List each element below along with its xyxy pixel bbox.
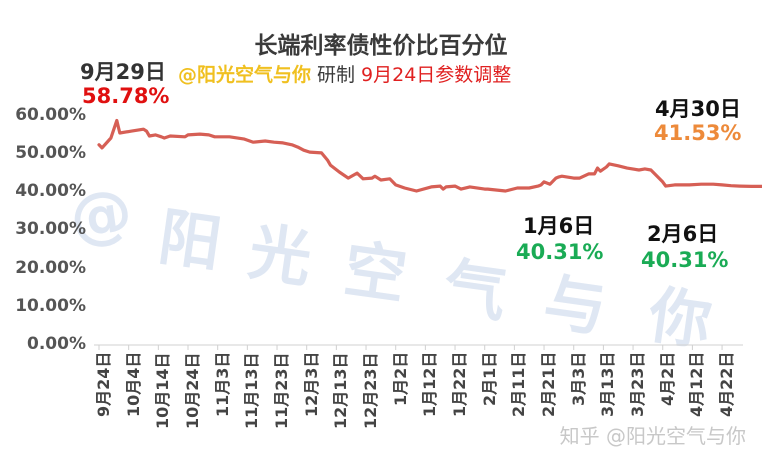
y-tick-label: 50.00% — [15, 143, 86, 163]
x-tick-label: 12月23日 — [361, 352, 381, 429]
x-tick-label: 4月12日 — [687, 352, 707, 418]
x-tick-label: 4月22日 — [717, 352, 737, 418]
x-tick-label: 3月13日 — [598, 352, 618, 418]
x-tick-label: 1月22日 — [450, 352, 470, 418]
x-tick-label: 9月24日 — [94, 352, 113, 418]
annotation-apr30-value: 41.53% — [654, 121, 742, 145]
x-tick-label: 10月24日 — [183, 352, 202, 429]
made-label: 研制 — [317, 64, 356, 86]
annotation-feb6-date: 2月6日 — [647, 222, 719, 246]
x-tick-label: 3月3日 — [568, 352, 588, 407]
x-tick-label: 12月13日 — [331, 352, 351, 429]
x-tick-label: 11月23日 — [272, 352, 292, 429]
annotation-sep29-date: 9月29日 — [80, 60, 166, 84]
parameter-note: 9月24日参数调整 — [361, 64, 512, 86]
y-tick-label: 40.00% — [15, 181, 86, 202]
x-tick-label: 1月2日 — [390, 352, 410, 407]
x-tick-label: 10月4日 — [123, 352, 143, 418]
x-tick-label: 2月1日 — [479, 352, 499, 407]
annotation-jan6-value: 40.31% — [516, 240, 604, 264]
author-credit: @阳光空气与你 — [178, 64, 312, 86]
x-tick-label: 2月11日 — [509, 352, 529, 418]
y-tick-label: 20.00% — [15, 257, 86, 278]
x-tick-label: 2月21日 — [539, 352, 559, 418]
x-tick-label: 1月12日 — [420, 352, 440, 418]
x-tick-label: 11月3日 — [212, 352, 232, 418]
x-tick-label: 11月13日 — [242, 352, 262, 429]
x-tick-label: 4月2日 — [657, 352, 677, 407]
zhihu-watermark: 知乎 @阳光空气与你 — [559, 424, 746, 448]
y-tick-label: 0.00% — [27, 334, 86, 354]
x-tick-label: 3月23日 — [628, 352, 648, 418]
series-line — [97, 118, 762, 193]
chart-title: 长端利率债性价比百分位 — [254, 33, 508, 59]
x-tick-label: 12月3日 — [301, 352, 321, 418]
annotation-sep29-value: 58.78% — [82, 84, 170, 108]
annotation-feb6-value: 40.31% — [641, 248, 729, 272]
chart-subtitle: @阳光空气与你 研制 9月24日参数调整 — [178, 60, 511, 87]
annotation-jan6-date: 1月6日 — [523, 214, 595, 238]
annotation-apr30-date: 4月30日 — [655, 97, 741, 121]
x-tick-label: 10月14日 — [153, 352, 173, 429]
y-tick-label: 10.00% — [15, 295, 86, 316]
y-tick-label: 30.00% — [15, 219, 86, 240]
y-tick-label: 60.00% — [15, 104, 86, 125]
